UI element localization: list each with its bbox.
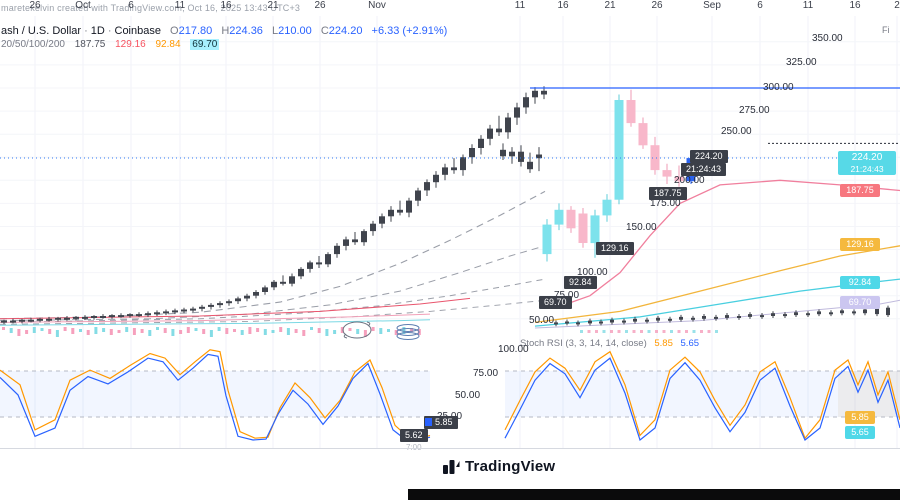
price-label-50.00: 50.00 [529, 315, 555, 326]
price-label-325.00: 325.00 [786, 57, 817, 68]
price-badge-21:24:43: 21:24:43 [681, 163, 727, 176]
coins-doodle-icon [396, 324, 420, 340]
close-label: C [320, 25, 329, 37]
blue-tick [425, 418, 432, 426]
ma50-value: 129.16 [115, 39, 146, 50]
time-axis-separator [0, 448, 900, 449]
time-tick-16[interactable]: 16 [220, 0, 232, 11]
time-tick-21[interactable]: 21 [267, 0, 279, 11]
price-label-300.00: 300.00 [763, 82, 794, 93]
time-tick-21[interactable]: 21 [604, 0, 616, 11]
ma20-value: 187.75 [74, 39, 106, 50]
symbol-name: ash / U.S. Dollar [1, 25, 82, 37]
axis-ma-badge-129.16[interactable]: 129.16 [840, 238, 880, 251]
symbol-legend[interactable]: ash / U.S. Dollar · 1D · Coinbase O217.80 H2… [1, 25, 448, 37]
level-lines [0, 87, 900, 159]
axis-stoch-badge-5.65[interactable]: 5.65 [845, 426, 875, 439]
doodle-icons [342, 321, 420, 340]
tradingview-logo-icon [443, 460, 460, 474]
stoch-lines [0, 349, 900, 442]
open-value: 217.80 [178, 25, 213, 37]
time-tick-Oct[interactable]: Oct [75, 0, 91, 11]
exchange: Coinbase [114, 25, 161, 37]
time-tick-16[interactable]: 16 [557, 0, 569, 11]
ma-periods: 20/50/100/200 [1, 39, 65, 50]
bottom-black-bar [408, 489, 900, 500]
tradingview-logo[interactable]: TradingView [443, 458, 555, 475]
price-label-75.00: 75.00 [554, 290, 579, 301]
high-label: H [221, 25, 230, 37]
price-badge-129.16: 129.16 [596, 242, 634, 255]
axis-ma-badge-92.84[interactable]: 92.84 [840, 276, 880, 289]
low-value: 210.00 [278, 25, 312, 37]
axis-ma-badge-187.75[interactable]: 187.75 [840, 184, 880, 197]
low-label: L [272, 25, 279, 37]
pullback-cluster-candles [500, 143, 542, 173]
price-label-175.00: 175.00 [650, 198, 681, 209]
time-tick-11[interactable]: 11 [802, 0, 814, 11]
price-label-250.00: 250.00 [721, 126, 752, 137]
stoch-rsi-title: Stoch RSI (3, 3, 14, 14, close) [520, 338, 647, 349]
stoch-scale-label-75.00: 75.00 [473, 368, 499, 379]
cropped-corner-text: Fi [882, 25, 890, 35]
time-tick-6[interactable]: 6 [757, 0, 763, 11]
time-tick-11[interactable]: 11 [174, 0, 186, 11]
watermark: maretekelvin created with TradingView.co… [1, 3, 301, 13]
time-tick-26[interactable]: 26 [651, 0, 663, 11]
close-value: 224.20 [328, 25, 363, 37]
change-value: +6.33 (+2.91%) [371, 25, 448, 37]
high-value: 224.36 [229, 25, 263, 37]
main-ma-lines [0, 190, 546, 326]
stoch-badge-5.85: 5.85 [424, 416, 458, 429]
faint-countdown: 7:00 [406, 443, 422, 452]
bar-countdown: 21:24:43 [850, 164, 884, 174]
axis-ma-badge-69.70[interactable]: 69.70 [840, 296, 880, 309]
stoch-k-value: 5.85 [654, 338, 673, 349]
time-tick-26[interactable]: 26 [29, 0, 41, 11]
price-label-100.00: 100.00 [577, 267, 608, 278]
time-tick-Sep[interactable]: Sep [703, 0, 721, 11]
main-candles [1, 86, 547, 325]
stoch-d-value: 5.65 [680, 338, 700, 349]
open-label: O [170, 25, 179, 37]
stoch-bands [0, 370, 900, 418]
ma-legend[interactable]: 20/50/100/200 187.75 129.16 92.84 69.70 [1, 39, 226, 50]
time-tick-26[interactable]: 26 [314, 0, 326, 11]
price-label-200.00: 200.00 [674, 175, 705, 186]
mini-candle-row [554, 305, 890, 327]
tradingview-logo-text: TradingView [465, 458, 556, 475]
artifact-tick-band [2, 327, 718, 337]
stoch-badge-5.62: 5.62 [400, 429, 428, 442]
price-badge-92.84: 92.84 [564, 276, 597, 289]
overlay-ma-lines [534, 179, 900, 329]
price-badge-69.70: 69.70 [539, 296, 572, 309]
time-tick-11[interactable]: 11 [514, 0, 526, 11]
current-price-badge[interactable]: 224.20 21:24:43 [838, 151, 896, 175]
ma200-value: 69.70 [190, 39, 220, 50]
price-label-275.00: 275.00 [739, 105, 770, 116]
ma100-value: 92.84 [155, 39, 181, 50]
stoch-rsi-legend[interactable]: Stoch RSI (3, 3, 14, 14, close) 5.85 5.6… [520, 338, 699, 349]
interval: 1D [90, 25, 105, 37]
price-label-150.00: 150.00 [626, 222, 657, 233]
time-tick-2[interactable]: 2 [894, 0, 900, 11]
time-tick-Nov[interactable]: Nov [368, 0, 386, 11]
stoch-scale-label-100.00: 100.00 [498, 344, 529, 355]
time-tick-16[interactable]: 16 [849, 0, 861, 11]
price-badge-187.75: 187.75 [649, 187, 687, 200]
price-badge-224.20: 224.20 [690, 150, 728, 163]
cycle-doodle-icon [342, 321, 372, 339]
time-tick-6[interactable]: 6 [128, 0, 134, 11]
stoch-scale-label-50.00: 50.00 [455, 390, 481, 401]
price-label-350.00: 350.00 [812, 33, 843, 44]
overlay-candles [542, 89, 696, 262]
axis-stoch-badge-5.85[interactable]: 5.85 [845, 411, 875, 424]
